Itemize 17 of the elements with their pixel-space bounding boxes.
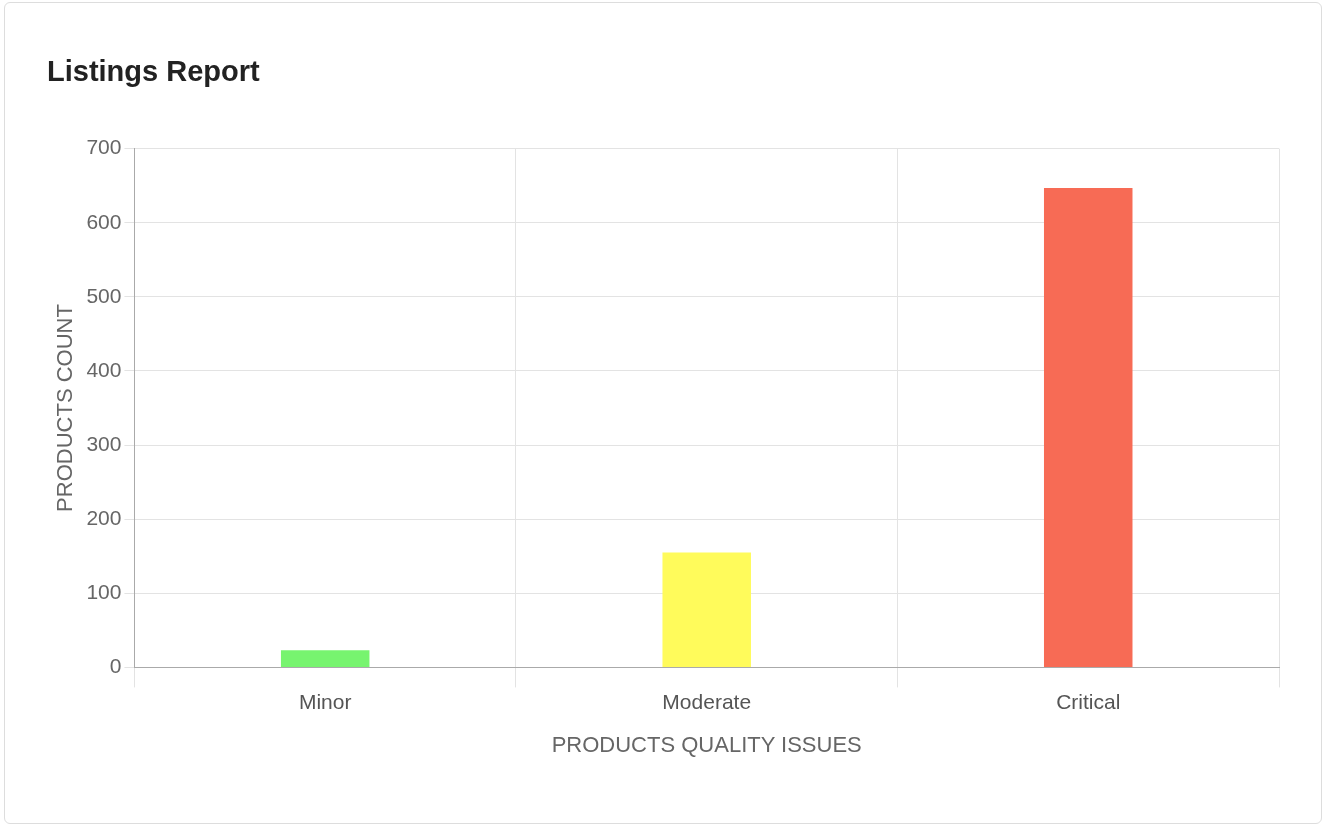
- y-axis-title: PRODUCTS COUNT: [52, 304, 78, 512]
- y-tick-label: 400: [86, 357, 122, 381]
- y-tick-label: 100: [86, 580, 122, 604]
- bar: [280, 650, 370, 667]
- y-tick-label: 200: [86, 505, 122, 529]
- chart-title: Listings Report: [47, 55, 260, 88]
- y-tick-label: 600: [86, 209, 122, 233]
- x-tick-label: Minor: [298, 689, 352, 713]
- y-tick-label: 700: [86, 135, 122, 159]
- y-tick-label: 300: [86, 431, 122, 455]
- bar: [1043, 187, 1133, 667]
- x-axis-title: PRODUCTS QUALITY ISSUES: [551, 731, 862, 757]
- y-tick-label: 0: [109, 654, 122, 678]
- y-tick-label: 500: [86, 283, 122, 307]
- x-tick-label: Critical: [1056, 689, 1121, 713]
- bar: [662, 552, 751, 667]
- x-tick-label: Moderate: [662, 689, 752, 713]
